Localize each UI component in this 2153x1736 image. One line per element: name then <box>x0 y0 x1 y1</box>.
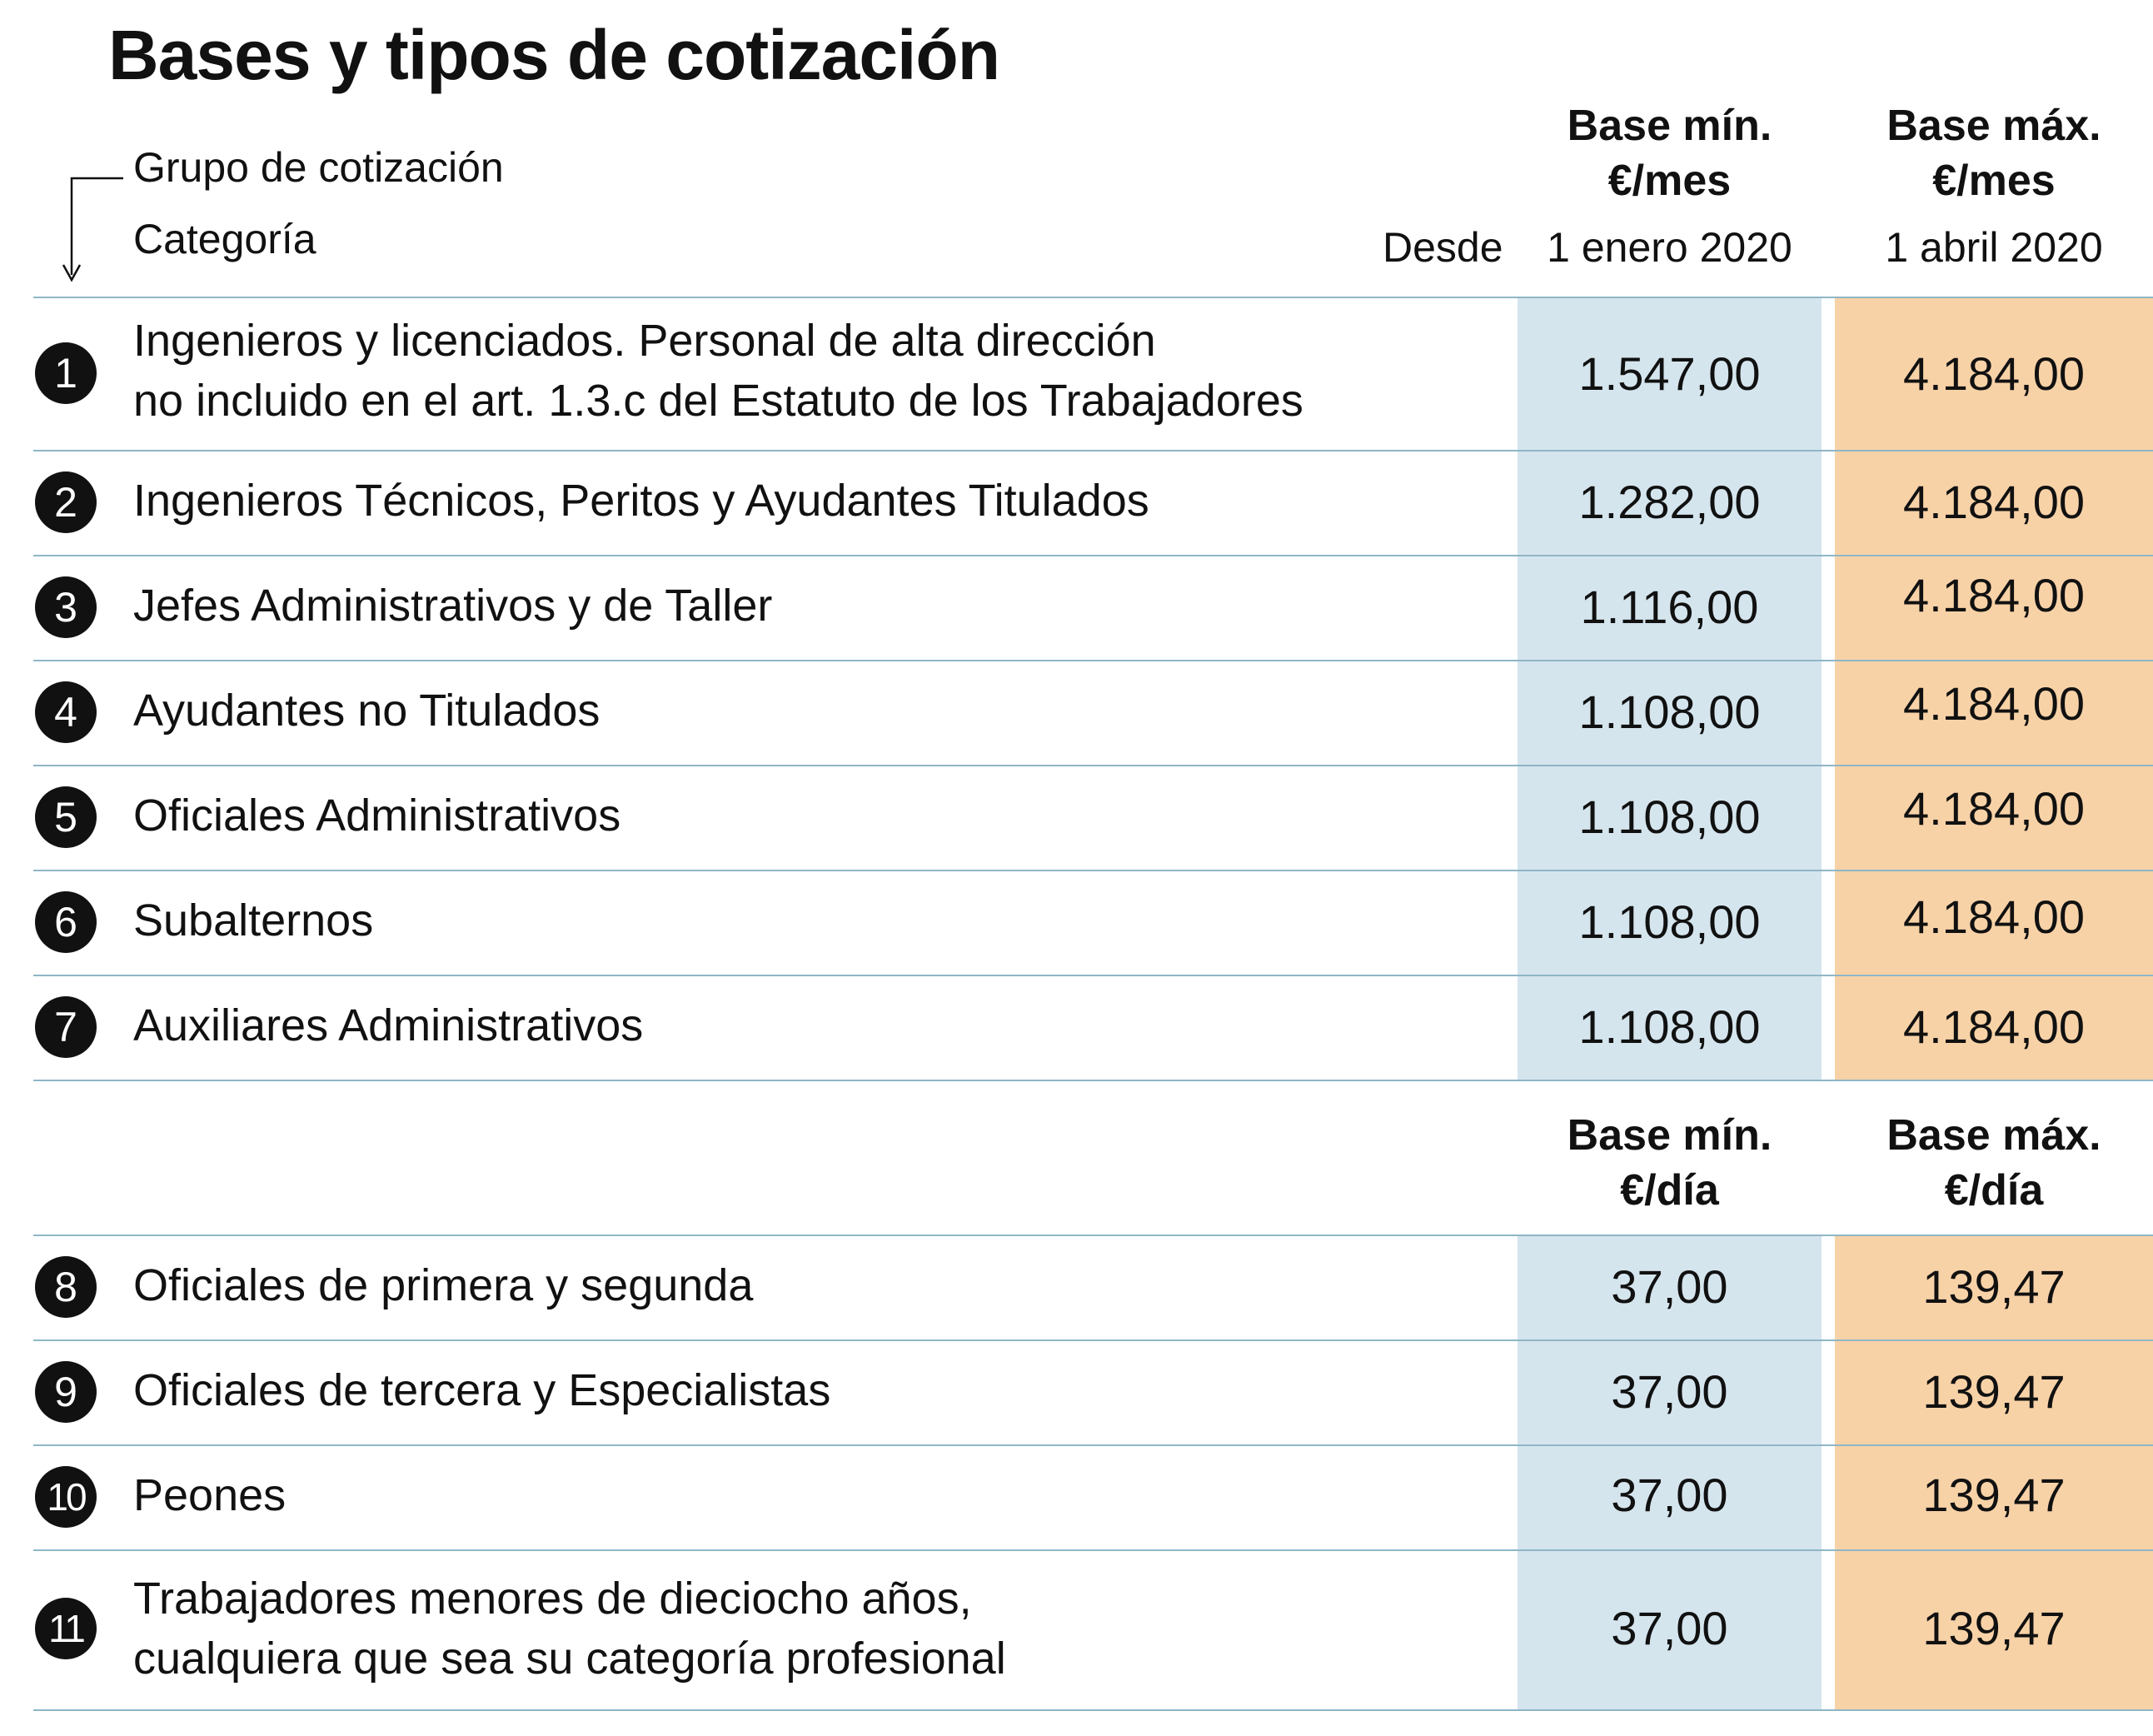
base-min-value: 1.282,00 <box>1578 476 1761 528</box>
category-label: Ingenieros y licenciados. Personal de al… <box>133 316 1156 366</box>
table-row: 6 Subalternos 1.108,00 4.184,00 <box>0 870 2153 975</box>
table-row: 1 Ingenieros y licenciados. Personal de … <box>0 297 2153 450</box>
category-label: Ayudantes no Titulados <box>133 686 601 736</box>
max-day-header-line1: Base máx. <box>1886 1111 2101 1160</box>
group-number-badge: 10 <box>35 1466 97 1528</box>
base-min-value: 37,00 <box>1611 1260 1728 1313</box>
group-number-badge: 11 <box>35 1598 97 1659</box>
base-max-value: 4.184,00 <box>1903 1000 2085 1053</box>
table-rule <box>33 1235 2153 1236</box>
min-month-header-line1: Base mín. <box>1567 102 1772 150</box>
max-day-header-line2: €/día <box>1944 1166 2044 1215</box>
legend-arrow-icon <box>62 177 123 282</box>
min-day-header: Base mín. €/día <box>1518 1108 1822 1218</box>
base-max-value: 139,47 <box>1922 1365 2066 1418</box>
base-max-value: 4.184,00 <box>1903 476 2085 528</box>
base-max-value: 4.184,00 <box>1903 347 2085 400</box>
table-row: 7 Auxiliares Administrativos 1.108,00 4.… <box>0 975 2153 1080</box>
category-label: Ingenieros Técnicos, Peritos y Ayudantes… <box>133 476 1149 526</box>
base-max-value: 139,47 <box>1922 1260 2066 1313</box>
group-number-badge: 3 <box>35 576 97 638</box>
category-label: Subalternos <box>133 895 374 945</box>
category-label: Oficiales de primera y segunda <box>133 1260 754 1310</box>
category-label: Auxiliares Administrativos <box>133 1000 644 1050</box>
min-day-header-line1: Base mín. <box>1567 1111 1772 1160</box>
table-rule <box>33 660 2153 661</box>
group-number-badge: 5 <box>35 786 97 848</box>
table-row: 10 Peones 37,00 139,47 <box>0 1444 2153 1549</box>
max-month-date: 1 abril 2020 <box>1885 224 2103 271</box>
table-rule <box>33 1709 2153 1711</box>
base-max-value: 4.184,00 <box>1903 569 2085 621</box>
max-month-header: Base máx. €/mes <box>1835 98 2153 208</box>
base-min-value: 37,00 <box>1611 1602 1728 1654</box>
base-min-value: 1.108,00 <box>1578 686 1761 738</box>
max-month-band <box>1835 297 2153 1080</box>
table-rule <box>33 1339 2153 1341</box>
group-number-badge: 2 <box>35 471 97 533</box>
table-rule <box>33 1549 2153 1551</box>
base-max-value: 139,47 <box>1922 1602 2066 1654</box>
category-label: Peones <box>133 1470 287 1520</box>
category-label: Trabajadores menores de dieciocho años, <box>133 1574 972 1624</box>
group-number-badge: 7 <box>35 996 97 1058</box>
table-rule <box>33 975 2153 976</box>
table-row: 3 Jefes Administrativos y de Taller 1.11… <box>0 555 2153 660</box>
max-day-band <box>1835 1235 2153 1709</box>
base-min-value: 1.108,00 <box>1578 1000 1761 1053</box>
base-min-value: 1.116,00 <box>1580 581 1759 633</box>
category-label: Jefes Administrativos y de Taller <box>133 581 773 631</box>
max-day-header: Base máx. €/día <box>1835 1108 2153 1218</box>
group-number-badge: 9 <box>35 1361 97 1423</box>
min-day-band <box>1518 1235 1822 1709</box>
base-max-value: 4.184,00 <box>1903 677 2085 730</box>
table-rule <box>33 1080 2153 1081</box>
base-min-value: 37,00 <box>1611 1469 1728 1521</box>
group-number-badge: 8 <box>35 1256 97 1318</box>
min-month-header: Base mín. €/mes <box>1518 98 1822 208</box>
table-row: 4 Ayudantes no Titulados 1.108,00 4.184,… <box>0 660 2153 765</box>
table-rule <box>33 297 2153 298</box>
table-row: 8 Oficiales de primera y segunda 37,00 1… <box>0 1235 2153 1339</box>
group-number-badge: 6 <box>35 891 97 953</box>
table-rule <box>33 450 2153 451</box>
table-row: 5 Oficiales Administrativos 1.108,00 4.1… <box>0 765 2153 870</box>
min-month-band <box>1518 297 1822 1080</box>
table-rule <box>33 870 2153 871</box>
base-min-value: 1.108,00 <box>1578 791 1761 843</box>
table-row: 11 Trabajadores menores de dieciocho año… <box>0 1549 2153 1709</box>
category-label-line2: cualquiera que sea su categoría profesio… <box>133 1634 1006 1684</box>
page-title: Bases y tipos de cotización <box>108 16 1000 94</box>
table-row: 9 Oficiales de tercera y Especialistas 3… <box>0 1339 2153 1444</box>
max-month-header-line1: Base máx. <box>1886 102 2101 150</box>
min-month-header-line2: €/mes <box>1607 157 1732 205</box>
desde-label: Desde <box>1383 224 1503 271</box>
base-max-value: 139,47 <box>1922 1469 2066 1521</box>
base-min-value: 1.108,00 <box>1578 895 1761 948</box>
legend-category-label: Categoría <box>133 216 316 262</box>
category-label: Oficiales Administrativos <box>133 791 621 841</box>
table-row: 2 Ingenieros Técnicos, Peritos y Ayudant… <box>0 450 2153 555</box>
base-max-value: 4.184,00 <box>1903 890 2085 943</box>
table-rule <box>33 765 2153 766</box>
base-max-value: 4.184,00 <box>1903 782 2085 835</box>
table-rule <box>33 555 2153 556</box>
max-month-header-line2: €/mes <box>1932 157 2056 205</box>
base-min-value: 37,00 <box>1611 1365 1728 1418</box>
group-number-badge: 4 <box>35 681 97 743</box>
min-month-date: 1 enero 2020 <box>1547 224 1792 271</box>
category-label: Oficiales de tercera y Especialistas <box>133 1365 831 1415</box>
min-day-header-line2: €/día <box>1620 1166 1719 1215</box>
category-label-line2: no incluido en el art. 1.3.c del Estatut… <box>133 376 1303 426</box>
group-number-badge: 1 <box>35 342 97 404</box>
legend-group-label: Grupo de cotización <box>133 144 504 191</box>
base-min-value: 1.547,00 <box>1578 347 1761 400</box>
table-rule <box>33 1444 2153 1446</box>
